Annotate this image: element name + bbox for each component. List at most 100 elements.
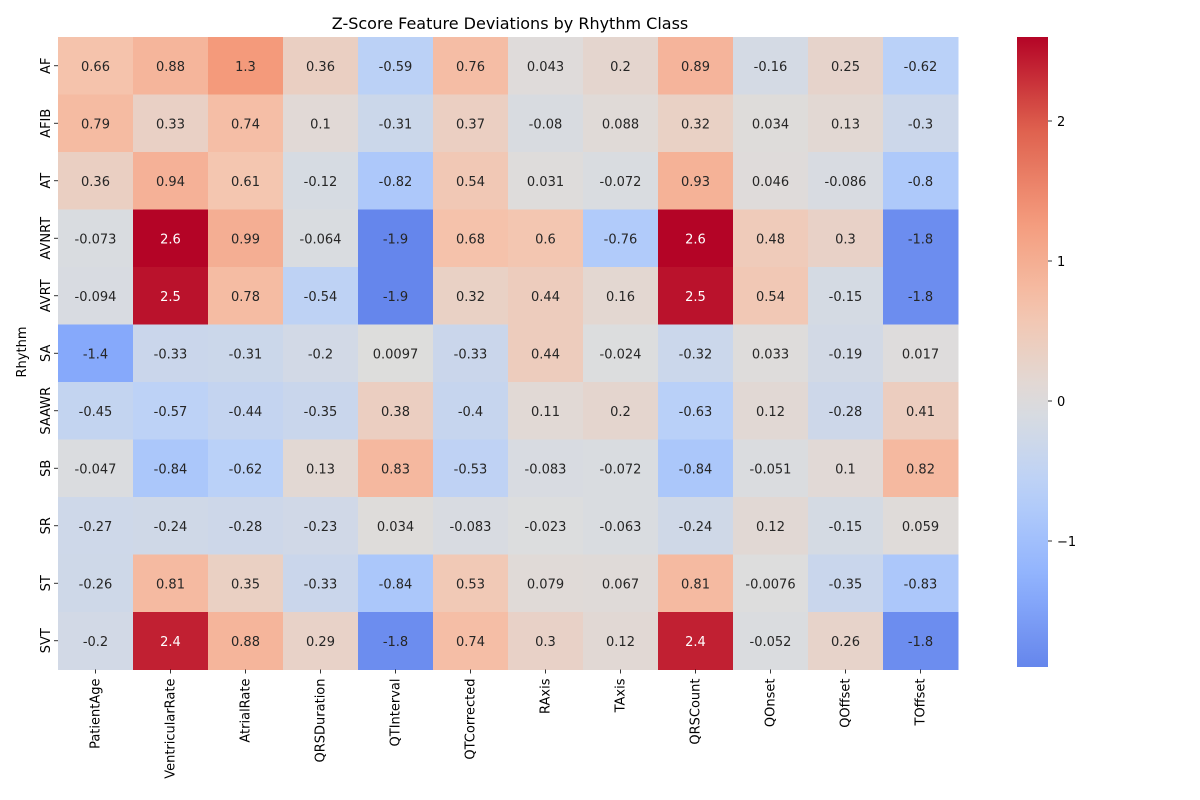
heatmap-cell	[883, 94, 959, 153]
cell-value-label: 2.4	[160, 635, 181, 650]
heatmap-cell	[808, 37, 884, 95]
cell-value-label: -1.9	[383, 290, 408, 305]
cell-value-label: 0.033	[752, 347, 789, 362]
heatmap-cell	[883, 152, 959, 210]
cell-value-label: 0.76	[456, 60, 485, 75]
heatmap-cell	[808, 439, 884, 498]
heatmap-cell	[733, 152, 809, 210]
heatmap-cell	[283, 382, 359, 440]
cell-value-label: -1.8	[908, 232, 933, 247]
cell-value-label: -0.15	[829, 290, 863, 305]
heatmap-cell	[283, 37, 359, 95]
cell-value-label: 0.2	[610, 405, 631, 420]
cell-value-label: -0.28	[229, 520, 263, 535]
cell-value-label: 0.88	[231, 635, 260, 650]
heatmap-cell	[508, 324, 584, 383]
cell-value-label: 0.33	[156, 117, 185, 132]
cell-value-label: 0.0097	[373, 347, 419, 362]
heatmap-cell	[883, 382, 959, 440]
cell-value-label: -1.4	[83, 347, 108, 362]
cell-value-label: -0.62	[229, 462, 263, 477]
heatmap-cell	[658, 94, 734, 153]
heatmap-cell	[358, 324, 434, 383]
colorbar-tick-label: 1	[1057, 255, 1065, 270]
heatmap-cell	[583, 324, 659, 383]
heatmap-cell	[508, 209, 584, 268]
heatmap-cell	[733, 267, 809, 325]
y-tick-label: ST	[39, 575, 54, 591]
cell-value-label: 0.48	[756, 232, 785, 247]
x-tick-label: QTInterval	[389, 679, 404, 747]
cell-value-label: -0.072	[600, 175, 642, 190]
heatmap-cell	[508, 612, 584, 670]
heatmap-cell	[733, 382, 809, 440]
x-tick-label: QOnset	[764, 679, 779, 728]
heatmap-cell	[808, 152, 884, 210]
cell-value-label: 0.41	[906, 405, 935, 420]
heatmap-cell	[133, 152, 209, 210]
heatmap-cell	[658, 37, 734, 95]
cell-value-label: 0.35	[231, 577, 260, 592]
heatmap-cell	[808, 209, 884, 268]
cell-value-label: -0.24	[679, 520, 713, 535]
cell-value-label: 0.12	[756, 405, 785, 420]
cell-value-label: 0.32	[681, 117, 710, 132]
heatmap-cell	[58, 612, 134, 670]
chart-title: Z-Score Feature Deviations by Rhythm Cla…	[332, 14, 688, 33]
heatmap-cell	[508, 439, 584, 498]
cell-value-label: 0.53	[456, 577, 485, 592]
heatmap-cell-labels: 0.66 0.88 1.3 0.36 -0.59 0.76 0.043 0.2 0.89 -0.1…	[75, 60, 940, 650]
y-tick-label: SVT	[39, 628, 54, 653]
heatmap-cell	[808, 554, 884, 613]
y-axis-ticks: AF AFIB AT AVNRT AVRT SA SAAWR SB SR ST SVT	[39, 58, 58, 653]
heatmap-cell	[208, 324, 284, 383]
heatmap-cell	[733, 94, 809, 153]
y-tick-label: SA	[39, 344, 54, 361]
heatmap-cell	[358, 209, 434, 268]
cell-value-label: 0.16	[606, 290, 635, 305]
cell-value-label: -0.33	[154, 347, 188, 362]
cell-value-label: -0.27	[79, 520, 113, 535]
cell-value-label: -1.8	[908, 290, 933, 305]
cell-value-label: -0.54	[304, 290, 338, 305]
heatmap-cell	[883, 209, 959, 268]
heatmap-cell	[658, 267, 734, 325]
y-tick-label: AF	[39, 58, 54, 74]
cell-value-label: -1.8	[908, 635, 933, 650]
heatmap-cell	[208, 94, 284, 153]
cell-value-label: 0.74	[231, 117, 260, 132]
heatmap-cell	[508, 497, 584, 555]
cell-value-label: 0.067	[602, 577, 639, 592]
heatmap-cell	[583, 612, 659, 670]
cell-value-label: 0.079	[527, 577, 564, 592]
heatmap-cell	[58, 497, 134, 555]
colorbar: −1 0 1 2	[1017, 37, 1076, 667]
cell-value-label: -0.051	[750, 462, 792, 477]
heatmap-cell	[583, 209, 659, 268]
x-axis-ticks: PatientAge VentricularRate AtrialRate QRSDu…	[89, 669, 929, 779]
heatmap-cell	[658, 497, 734, 555]
heatmap-cell	[508, 37, 584, 95]
heatmap-cell	[883, 439, 959, 498]
cell-value-label: 0.74	[456, 635, 485, 650]
heatmap-cells	[58, 37, 959, 670]
heatmap-cell	[283, 554, 359, 613]
y-tick-label: SR	[39, 517, 54, 534]
cell-value-label: -0.24	[154, 520, 188, 535]
cell-value-label: -0.08	[529, 117, 563, 132]
cell-value-label: 0.68	[456, 232, 485, 247]
heatmap-cell	[358, 267, 434, 325]
cell-value-label: -0.33	[454, 347, 488, 362]
cell-value-label: 0.99	[231, 232, 260, 247]
cell-value-label: -0.35	[829, 577, 863, 592]
heatmap-cell	[133, 612, 209, 670]
cell-value-label: 0.36	[81, 175, 110, 190]
cell-value-label: 0.81	[681, 577, 710, 592]
x-tick-label: RAxis	[539, 678, 554, 714]
cell-value-label: 0.54	[756, 290, 785, 305]
cell-value-label: -0.15	[829, 520, 863, 535]
heatmap-cell	[583, 382, 659, 440]
cell-value-label: -0.083	[525, 462, 567, 477]
heatmap-cell	[208, 382, 284, 440]
cell-value-label: 0.12	[756, 520, 785, 535]
